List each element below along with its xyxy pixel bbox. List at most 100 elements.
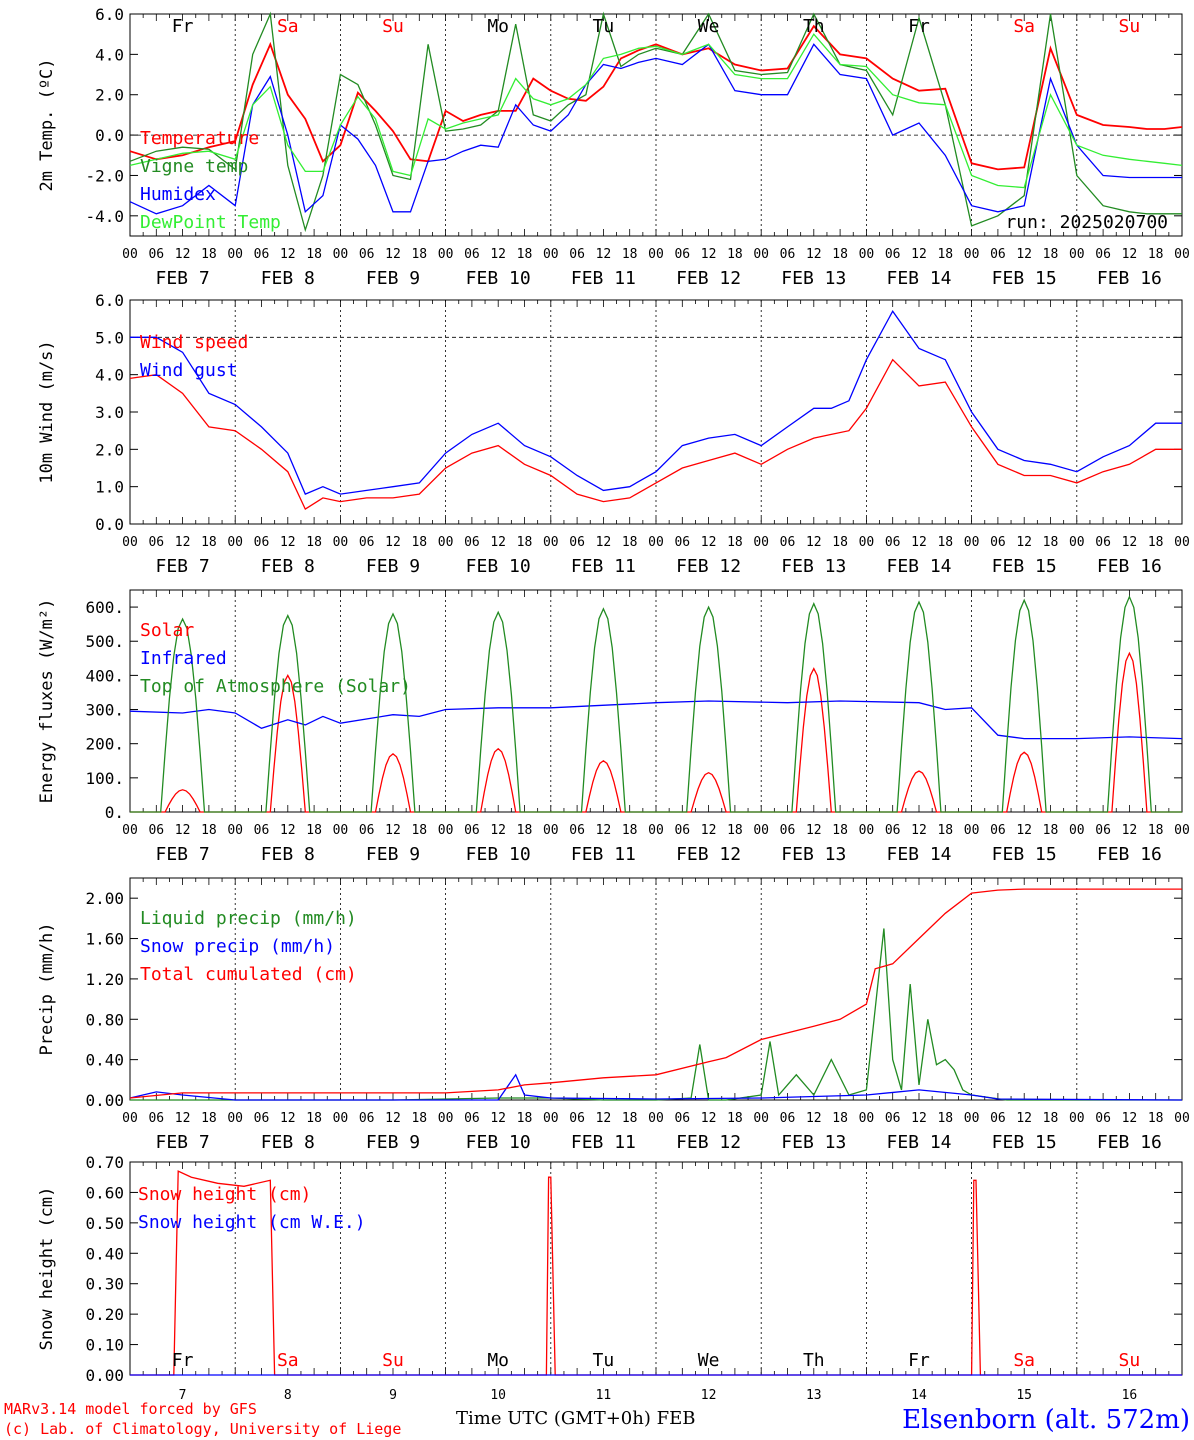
y-tick-label: 100. [85, 769, 124, 788]
legend-entry: Liquid precip (mm/h) [140, 908, 357, 929]
hour-label: 00 [1069, 1111, 1085, 1126]
hour-label: 00 [122, 1111, 138, 1126]
hour-label: 12 [385, 1111, 401, 1126]
hour-label: 18 [937, 823, 953, 838]
hour-label: 12 [701, 823, 717, 838]
panel-5 [129, 1161, 1183, 1376]
hour-label: 06 [780, 823, 796, 838]
hour-label: 00 [122, 823, 138, 838]
hour-label: 12 [701, 535, 717, 550]
hour-label: 00 [753, 535, 769, 550]
hour-label: 12 [1122, 1111, 1138, 1126]
y-tick-label: 0.40 [85, 1051, 124, 1070]
y-axis-label: 2m Temp. (ºC) [37, 58, 57, 191]
date-label: FEB 7 [156, 268, 210, 289]
hour-label: 12 [1016, 535, 1032, 550]
hour-label: 18 [1043, 247, 1059, 262]
date-label: FEB 8 [261, 1132, 315, 1153]
hour-label: 00 [1174, 535, 1190, 550]
y-tick-label: 0.10 [85, 1336, 124, 1355]
date-label: FEB 8 [261, 268, 315, 289]
day-name: Th [803, 1350, 825, 1371]
hour-label: 18 [411, 1111, 427, 1126]
hour-label: 12 [490, 247, 506, 262]
y-tick-label: 0.70 [85, 1153, 124, 1172]
date-label: FEB 10 [466, 268, 531, 289]
date-label: FEB 12 [676, 1132, 741, 1153]
hour-label: 00 [1174, 247, 1190, 262]
hour-label: 06 [990, 535, 1006, 550]
hour-label: 18 [832, 823, 848, 838]
date-label: FEB 9 [366, 556, 420, 577]
y-tick-label: 1.20 [85, 970, 124, 989]
hour-label: 18 [622, 823, 638, 838]
hour-label: 18 [622, 1111, 638, 1126]
hour-label: 12 [596, 535, 612, 550]
date-label: FEB 10 [466, 556, 531, 577]
date-label: FEB 13 [781, 268, 846, 289]
y-tick-label: 0.60 [85, 1183, 124, 1202]
hour-label: 00 [543, 1111, 559, 1126]
hour-label: 00 [543, 247, 559, 262]
day-name: Sa [1013, 16, 1035, 37]
day-name: Sa [277, 16, 299, 37]
hour-label: 18 [306, 535, 322, 550]
hour-label: 12 [175, 247, 191, 262]
series-line-wind-gust [130, 309, 1182, 495]
date-label: FEB 7 [156, 556, 210, 577]
hour-label: 06 [359, 1111, 375, 1126]
y-tick-label: 3.0 [95, 403, 124, 422]
hour-label: 06 [885, 247, 901, 262]
date-label: FEB 7 [156, 844, 210, 865]
day-name: Tu [593, 1350, 615, 1371]
day-number: 11 [596, 1388, 612, 1403]
day-name: Su [1119, 16, 1141, 37]
day-name: Fr [172, 16, 194, 37]
date-label: FEB 14 [886, 1132, 951, 1153]
hour-label: 00 [122, 247, 138, 262]
date-label: FEB 8 [261, 844, 315, 865]
day-number: 8 [284, 1388, 292, 1403]
y-tick-label: 6.0 [95, 291, 124, 310]
date-label: FEB 14 [886, 844, 951, 865]
hour-label: 18 [517, 1111, 533, 1126]
panel-1 [129, 11, 1183, 237]
date-label: FEB 12 [676, 844, 741, 865]
legend-entry: Wind gust [140, 360, 238, 381]
series-line-liquid-precip-mm-h- [130, 928, 1182, 1101]
hour-label: 00 [753, 1111, 769, 1126]
hour-label: 12 [490, 1111, 506, 1126]
hour-label: 18 [1043, 535, 1059, 550]
date-label: FEB 13 [781, 1132, 846, 1153]
hour-label: 00 [333, 535, 349, 550]
date-label: FEB 13 [781, 844, 846, 865]
hour-label: 12 [596, 1111, 612, 1126]
hour-label: 00 [543, 823, 559, 838]
panel-2 [129, 299, 1183, 525]
y-axis-label: 10m Wind (m/s) [37, 340, 57, 483]
date-label: FEB 11 [571, 1132, 636, 1153]
hour-label: 18 [832, 247, 848, 262]
hour-label: 12 [280, 1111, 296, 1126]
hour-label: 06 [464, 535, 480, 550]
hour-label: 12 [175, 535, 191, 550]
hour-label: 12 [385, 823, 401, 838]
y-tick-label: 200. [85, 735, 124, 754]
day-number: 13 [806, 1388, 822, 1403]
hour-label: 12 [280, 535, 296, 550]
hour-label: 00 [964, 247, 980, 262]
date-label: FEB 12 [676, 268, 741, 289]
model-credit: MARv3.14 model forced by GFS [4, 1400, 257, 1418]
y-tick-label: 6.0 [95, 5, 124, 24]
date-label: FEB 11 [571, 268, 636, 289]
hour-label: 06 [359, 535, 375, 550]
hour-label: 00 [333, 247, 349, 262]
legend-entry: Snow height (cm W.E.) [138, 1212, 366, 1233]
hour-label: 06 [674, 247, 690, 262]
day-name: Th [803, 16, 825, 37]
hour-label: 18 [306, 247, 322, 262]
legend-entry: Vigne temp [140, 156, 248, 177]
hour-label: 06 [990, 1111, 1006, 1126]
x-axis-label: Time UTC (GMT+0h) FEB [456, 1408, 695, 1429]
